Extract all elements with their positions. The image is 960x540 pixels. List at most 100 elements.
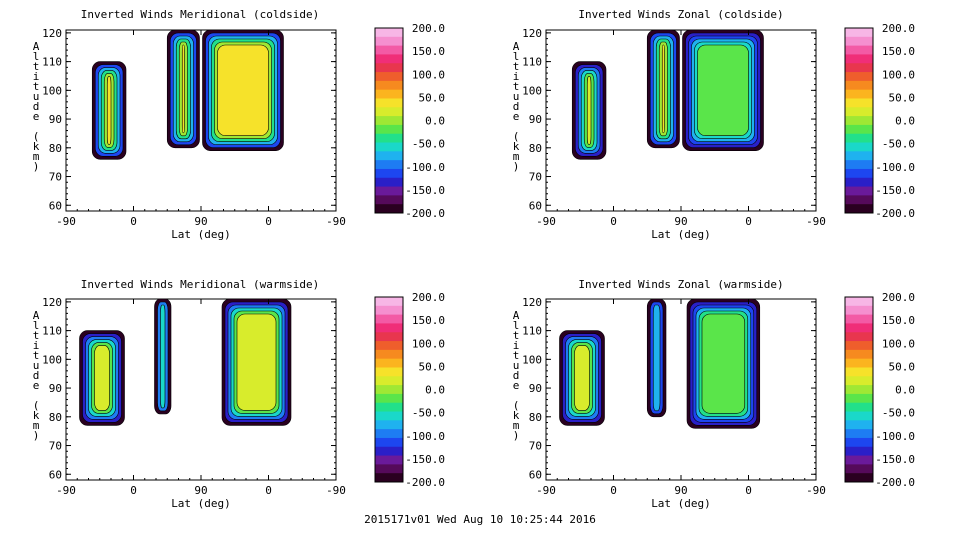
contour-band xyxy=(701,313,746,414)
x-tick-label: -90 xyxy=(326,484,346,497)
x-tick-label: 0 xyxy=(265,484,272,497)
colorbar-tick-label: -50.0 xyxy=(412,407,445,420)
y-tick-label: 60 xyxy=(49,199,62,212)
colorbar-swatch xyxy=(375,133,403,144)
colorbar-swatch xyxy=(845,305,873,316)
colorbar-swatch xyxy=(375,116,403,126)
colorbar-swatch xyxy=(845,349,873,360)
contour-blob xyxy=(166,30,200,149)
x-tick-label: -90 xyxy=(536,484,556,497)
colorbar-swatch xyxy=(375,297,403,307)
colorbar-tick-label: -150.0 xyxy=(405,184,445,197)
y-tick-label: 100 xyxy=(522,353,542,366)
y-tick-label: 120 xyxy=(42,27,62,40)
colorbar-swatch xyxy=(375,177,403,188)
colorbar-swatch xyxy=(845,168,873,179)
contour-blob xyxy=(646,299,667,418)
x-tick-label: 90 xyxy=(194,484,207,497)
colorbar-swatch xyxy=(845,429,873,439)
contour-blob xyxy=(682,30,764,151)
colorbar-swatch xyxy=(375,89,403,99)
y-tick-label: 70 xyxy=(529,171,542,184)
contour-band xyxy=(217,44,269,136)
x-tick-label: 0 xyxy=(610,215,617,228)
y-tick-label: 60 xyxy=(529,468,542,481)
colorbar-swatch xyxy=(375,204,403,214)
colorbar-tick-label: 150.0 xyxy=(412,314,445,327)
colorbar-swatch xyxy=(845,446,873,457)
colorbar-tick-label: -100.0 xyxy=(405,430,445,443)
colorbar-tick-label: -150.0 xyxy=(875,184,915,197)
contour-field xyxy=(571,30,764,160)
contour-blob xyxy=(154,299,172,415)
colorbar-swatch xyxy=(375,455,403,465)
contour-blob xyxy=(571,61,607,160)
colorbar-swatch xyxy=(845,80,873,91)
colorbar-tick-label: -100.0 xyxy=(405,161,445,174)
contour-band xyxy=(106,76,112,145)
x-tick-label: 0 xyxy=(130,484,137,497)
colorbar-tick-label: -150.0 xyxy=(405,453,445,466)
contour-field xyxy=(91,30,284,160)
contour-band xyxy=(652,304,661,412)
colorbar-swatch xyxy=(375,36,403,47)
x-tick-label: -90 xyxy=(536,215,556,228)
x-tick-label: 0 xyxy=(610,484,617,497)
colorbar-swatch xyxy=(845,297,873,307)
colorbar-swatch xyxy=(375,446,403,457)
colorbar: 200.0 150.0 100.0 50.0 0.0 -50.0 -100.0 -150.0 -… xyxy=(374,291,445,489)
colorbar-tick-label: 0.0 xyxy=(425,384,445,397)
colorbar-tick-label: 200.0 xyxy=(412,291,445,304)
colorbar-tick-label: 200.0 xyxy=(882,291,915,304)
colorbar-tick-label: 100.0 xyxy=(412,337,445,350)
contour-blob xyxy=(559,330,605,426)
colorbar-swatch xyxy=(845,358,873,368)
colorbar-swatch xyxy=(845,473,873,483)
y-tick-label: 120 xyxy=(522,296,542,309)
colorbar-tick-label: -200.0 xyxy=(405,207,445,220)
y-tick-label: 110 xyxy=(522,325,542,338)
colorbar-swatch xyxy=(375,341,403,351)
x-tick-label: 0 xyxy=(265,215,272,228)
x-tick-label: 0 xyxy=(745,215,752,228)
colorbar-swatch xyxy=(375,464,403,474)
colorbar-swatch xyxy=(375,72,403,82)
colorbar-swatch xyxy=(375,63,403,73)
colorbar-swatch xyxy=(375,314,403,324)
y-tick-label: 90 xyxy=(529,382,542,395)
colorbar-swatch xyxy=(375,45,403,55)
contour-band xyxy=(697,44,749,136)
x-tick-label: 90 xyxy=(674,215,687,228)
colorbar-swatch xyxy=(375,376,403,386)
colorbar-swatch xyxy=(375,305,403,316)
colorbar-tick-label: 0.0 xyxy=(425,115,445,128)
contour-band xyxy=(181,44,185,134)
y-tick-label: 70 xyxy=(49,440,62,453)
chart-title: Inverted Winds Zonal (warmside) xyxy=(578,278,783,291)
footer-timestamp: 2015171v01 Wed Aug 10 10:25:44 2016 xyxy=(364,513,596,526)
x-axis-label: Lat (deg) xyxy=(651,228,711,241)
colorbar-swatch xyxy=(375,98,403,108)
colorbar-swatch xyxy=(375,385,403,395)
colorbar-swatch xyxy=(845,72,873,82)
colorbar-swatch xyxy=(845,332,873,342)
contour-band xyxy=(661,44,665,134)
chart-title: Inverted Winds Meridional (coldside) xyxy=(81,8,319,21)
colorbar-swatch xyxy=(845,411,873,421)
y-tick-label: 110 xyxy=(42,325,62,338)
y-tick-label: 100 xyxy=(42,84,62,97)
colorbar-tick-label: 0.0 xyxy=(895,384,915,397)
y-tick-label: 80 xyxy=(529,142,542,155)
chart-panel-3: Inverted Winds Meridional (warmside) 60 70… xyxy=(33,278,445,510)
colorbar-swatch xyxy=(845,63,873,73)
colorbar-swatch xyxy=(845,151,873,161)
colorbar-tick-label: 100.0 xyxy=(882,337,915,350)
y-tick-label: 60 xyxy=(49,468,62,481)
colorbar-tick-label: -200.0 xyxy=(875,207,915,220)
contour-blob xyxy=(79,330,125,426)
contour-blob xyxy=(646,30,680,149)
